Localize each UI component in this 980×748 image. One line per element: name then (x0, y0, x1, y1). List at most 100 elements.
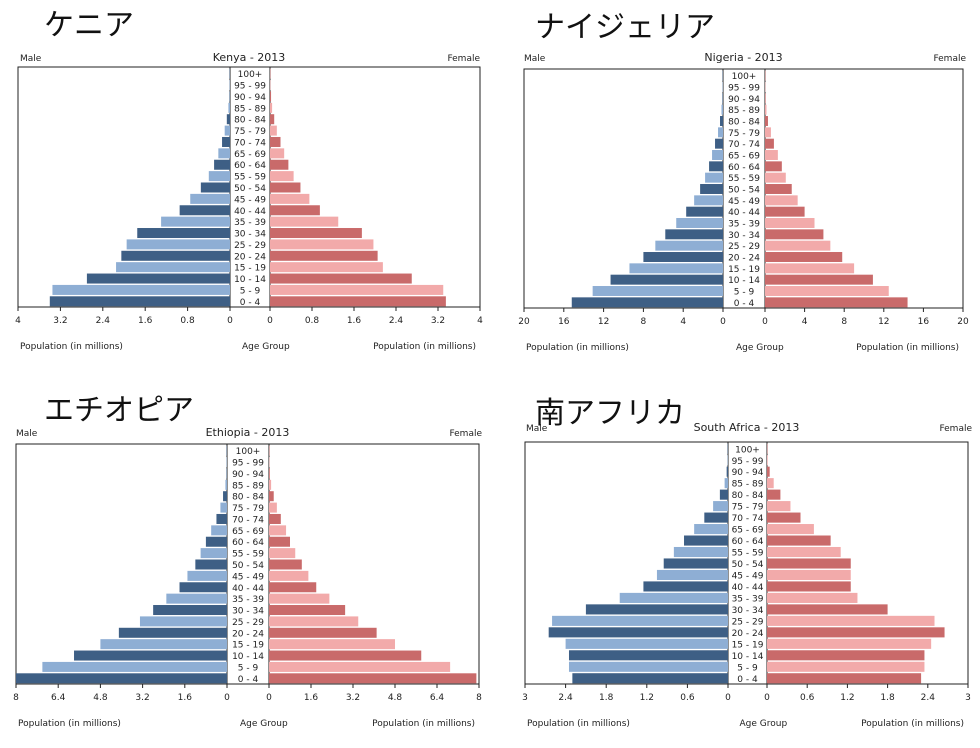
male-bar (222, 136, 230, 147)
female-bar (767, 604, 888, 615)
age-group-label: 0 - 4 (240, 298, 261, 308)
age-group-label: 45 - 49 (732, 572, 764, 582)
age-group-label: 45 - 49 (234, 195, 266, 205)
tick-label: 4 (477, 316, 483, 326)
x-axis-label-right: Population (in millions) (861, 719, 964, 729)
age-group-label: 30 - 34 (232, 607, 264, 617)
female-bar (269, 650, 422, 661)
age-group-label: 95 - 99 (232, 459, 264, 469)
age-group-label: 90 - 94 (234, 93, 266, 103)
tick-label: 16 (558, 317, 570, 327)
female-label: Female (939, 424, 972, 434)
tick-label: 4.8 (388, 693, 403, 703)
tick-label: 8 (13, 693, 19, 703)
male-bar (121, 250, 230, 261)
male-bar (211, 525, 227, 536)
female-bar (270, 296, 446, 307)
tick-label: 1.6 (138, 316, 153, 326)
male-bar (665, 229, 723, 240)
age-group-label: 90 - 94 (732, 468, 764, 478)
age-group-label: 40 - 44 (732, 583, 764, 593)
tick-label: 1.8 (599, 693, 614, 703)
female-bar (765, 297, 908, 308)
female-bar (765, 116, 768, 126)
age-group-label: 55 - 59 (234, 173, 266, 183)
age-group-label: 75 - 79 (234, 127, 266, 137)
tick-label: 3.2 (53, 316, 67, 326)
tick-label: 8 (641, 317, 647, 327)
female-bar (270, 205, 320, 216)
tick-label: 8 (841, 317, 847, 327)
female-bar (270, 91, 272, 102)
male-bar (195, 559, 227, 570)
female-bar (270, 102, 273, 113)
female-bar (269, 639, 395, 650)
age-group-label: 25 - 29 (234, 241, 266, 251)
tick-label: 0.8 (305, 316, 320, 326)
tick-label: 8 (476, 693, 482, 703)
male-bar (715, 138, 723, 149)
tick-label: 0.6 (800, 693, 815, 703)
male-bar (656, 569, 728, 581)
tick-label: 0 (720, 317, 726, 327)
female-bar (270, 182, 301, 193)
age-group-label: 35 - 39 (234, 218, 266, 228)
tick-label: 0 (224, 693, 230, 703)
age-group-label: 70 - 74 (232, 515, 264, 525)
female-bar (767, 650, 925, 661)
male-bar (225, 479, 227, 490)
age-group-label: 50 - 54 (234, 184, 266, 194)
female-bar (767, 512, 801, 523)
female-bar (269, 502, 277, 513)
age-group-label: 55 - 59 (728, 174, 760, 184)
age-group-label: 100+ (735, 445, 760, 455)
age-group-axis-label: Age Group (240, 719, 288, 729)
male-bar (190, 193, 230, 204)
female-bar (270, 262, 383, 273)
male-bar (571, 297, 723, 308)
tick-label: 3.2 (346, 693, 360, 703)
female-bar (765, 286, 889, 296)
age-group-label: 15 - 19 (232, 641, 264, 651)
age-group-label: 100+ (236, 447, 261, 457)
age-group-label: 60 - 64 (232, 538, 264, 548)
female-bar (269, 673, 477, 684)
male-bar (568, 650, 728, 661)
male-bar (719, 489, 728, 500)
female-bar (765, 138, 774, 149)
chart-title: Kenya - 2013 (213, 51, 286, 64)
female-bar (270, 228, 362, 239)
age-group-label: 65 - 69 (234, 150, 266, 160)
age-group-label: 75 - 79 (728, 129, 760, 139)
panel-title-jp: エチオピア (44, 393, 194, 428)
age-group-label: 20 - 24 (732, 629, 764, 639)
male-bar (200, 548, 227, 559)
age-group-label: 80 - 84 (732, 491, 764, 501)
age-group-label: 0 - 4 (238, 675, 259, 685)
male-bar (673, 546, 728, 558)
age-group-axis-label: Age Group (736, 343, 784, 353)
male-bar (126, 239, 230, 250)
male-bar (116, 262, 230, 273)
female-bar (269, 593, 330, 604)
age-group-label: 25 - 29 (728, 242, 760, 252)
age-group-label: 85 - 89 (732, 480, 764, 490)
female-bar (269, 570, 309, 581)
panel-title-jp: ケニア (44, 8, 134, 43)
male-bar (548, 627, 728, 638)
female-bar (765, 161, 782, 172)
female-bar (767, 546, 841, 558)
age-group-label: 60 - 64 (732, 537, 764, 547)
female-bar (767, 466, 770, 477)
age-group-label: 70 - 74 (234, 138, 266, 148)
tick-label: 6.4 (51, 693, 66, 703)
tick-label: 1.2 (840, 693, 854, 703)
age-group-label: 30 - 34 (732, 606, 764, 616)
age-group-label: 85 - 89 (234, 104, 266, 114)
male-bar (224, 125, 230, 136)
male-bar (226, 468, 227, 479)
x-axis-label-left: Population (in millions) (20, 342, 123, 352)
female-bar (765, 184, 792, 194)
male-bar (619, 592, 728, 603)
